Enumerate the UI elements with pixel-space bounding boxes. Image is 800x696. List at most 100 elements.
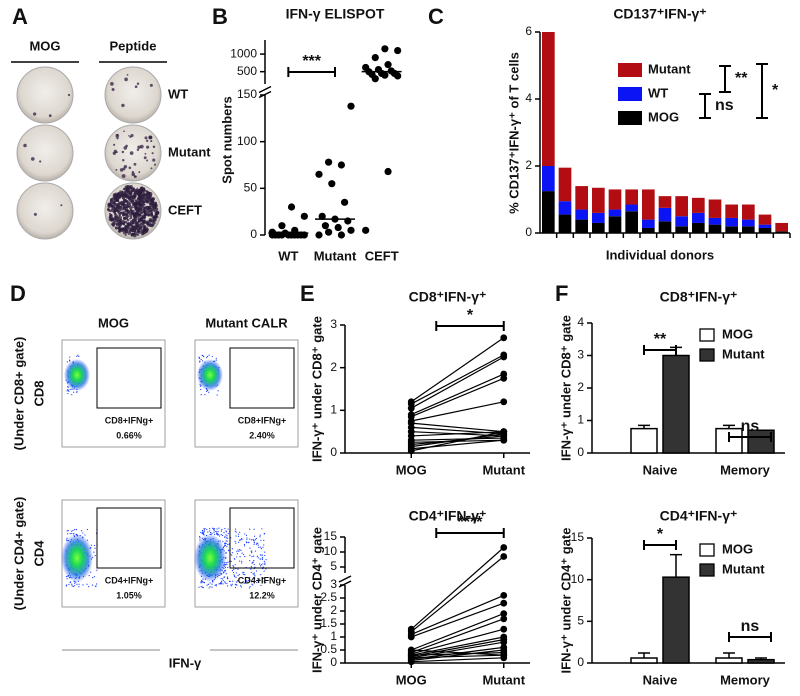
event-dot	[254, 577, 256, 579]
bar-segment	[625, 211, 638, 233]
spot	[127, 225, 130, 228]
flow-plot	[194, 339, 299, 448]
point	[407, 447, 415, 455]
event-dot	[253, 528, 255, 530]
event-dot	[66, 533, 69, 535]
spot	[123, 165, 128, 169]
spot	[30, 157, 35, 161]
spot	[111, 88, 115, 91]
population-name: CD8+IFNg+	[105, 415, 154, 425]
gate-label: (Under CD8+ gate)	[11, 337, 26, 451]
spot	[139, 187, 142, 190]
y-tick-label: 100	[237, 134, 257, 148]
flow-plot	[61, 339, 166, 448]
point	[500, 615, 508, 623]
event-dot	[222, 580, 224, 582]
spot	[137, 223, 141, 227]
event-dot	[257, 577, 259, 580]
spot	[141, 231, 145, 235]
event-dot	[244, 555, 246, 558]
event-dot	[253, 535, 256, 537]
axis-break	[338, 575, 352, 588]
spot	[131, 221, 135, 225]
bar-segment	[592, 212, 605, 223]
event-dot	[71, 585, 73, 587]
event-dot	[260, 564, 263, 566]
spot	[130, 211, 135, 216]
spot	[114, 226, 117, 229]
event-dot	[233, 568, 235, 570]
bar-segment	[542, 166, 555, 192]
event-dot	[72, 585, 74, 588]
spot	[129, 135, 132, 138]
event-dot	[84, 534, 86, 536]
event-dot	[253, 563, 255, 566]
event-dot	[254, 575, 256, 577]
spot	[145, 200, 149, 203]
point	[325, 158, 333, 166]
y-tick-label: 10	[324, 544, 338, 558]
spot	[129, 202, 132, 205]
x-axis-label: IFN-γ	[169, 655, 202, 670]
event-dot	[215, 357, 217, 359]
event-dot	[247, 541, 249, 544]
event-dot	[251, 550, 253, 552]
spot	[133, 232, 136, 236]
event-dot	[206, 355, 209, 358]
row-label: WT	[168, 86, 188, 101]
spot	[123, 223, 126, 226]
event-dot	[203, 529, 206, 531]
significance-bracket	[699, 93, 711, 119]
event-dot	[201, 580, 204, 583]
y-tick-label: 15	[571, 530, 585, 544]
event-dot	[243, 543, 246, 546]
spot	[108, 212, 111, 215]
spot	[148, 135, 153, 140]
pair-line	[411, 433, 504, 448]
event-dot	[231, 570, 234, 572]
bar-segment	[592, 187, 605, 213]
event-dot	[217, 530, 219, 533]
y-tick-label: 4	[525, 91, 532, 105]
event-dot	[263, 539, 265, 542]
spot	[151, 152, 154, 155]
x-tick-label: Mutant	[314, 248, 357, 263]
spot	[137, 218, 140, 221]
event-dot	[239, 538, 241, 541]
event-dot	[223, 576, 225, 578]
marker-label: CD4	[31, 540, 46, 567]
population-percent: 2.40%	[249, 430, 275, 440]
spot	[136, 82, 140, 85]
event-dot	[205, 390, 208, 393]
spot	[130, 194, 133, 197]
pair-line	[411, 652, 504, 656]
event-dot	[71, 530, 73, 532]
spot	[124, 210, 128, 213]
event-dot	[263, 533, 265, 535]
spot	[135, 225, 139, 229]
spot	[147, 209, 150, 213]
spot	[127, 196, 130, 200]
event-dot	[73, 533, 75, 535]
spot	[135, 211, 138, 214]
spot	[150, 139, 153, 143]
event-dot	[237, 533, 240, 535]
event-dot	[66, 361, 68, 363]
spot	[143, 219, 147, 222]
event-dot	[204, 394, 206, 396]
spot	[114, 203, 118, 207]
event-dot	[201, 532, 203, 535]
point	[500, 334, 508, 342]
event-dot	[205, 357, 208, 359]
legend-swatch	[699, 348, 715, 362]
event-dot	[258, 546, 260, 548]
spot	[127, 231, 132, 235]
event-dot	[82, 532, 84, 534]
event-dot	[225, 573, 227, 575]
event-dot	[230, 560, 232, 562]
spot	[126, 222, 129, 224]
x-tick-label: Memory	[720, 462, 771, 477]
point	[500, 374, 508, 382]
event-dot	[213, 531, 215, 533]
event-dot	[227, 561, 229, 563]
